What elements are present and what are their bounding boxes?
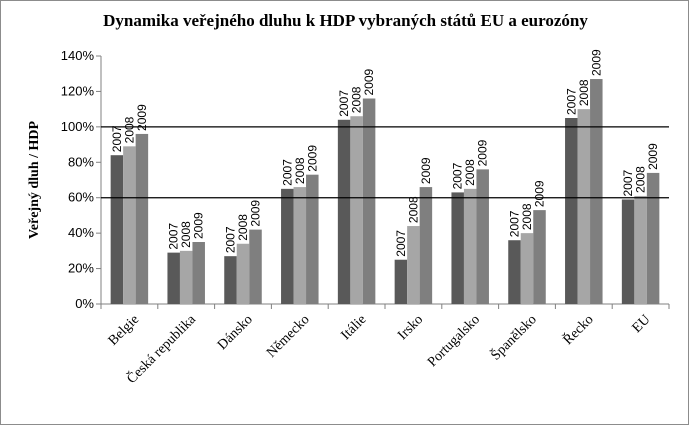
bar [306,174,319,304]
x-tick-label: Belgie [106,312,142,348]
x-tick-label: Itálie [338,312,369,343]
data-label: 2008 [406,196,420,223]
bar [110,155,124,304]
data-label: 2007 [167,223,181,250]
data-label: 2008 [179,221,193,248]
data-label: 2009 [589,49,603,76]
data-label: 2009 [533,180,547,207]
data-label: 2007 [564,88,578,115]
data-label: 2008 [122,116,136,143]
bar [565,118,578,304]
data-label: 2008 [520,203,534,230]
data-label: 2009 [419,157,433,184]
data-label: 2009 [192,212,206,239]
data-label: 2008 [463,159,477,186]
data-label: 2009 [249,200,263,227]
bar [407,226,420,304]
bar [590,79,603,305]
data-label: 2007 [508,210,522,237]
bar [123,146,136,304]
bar [394,259,408,304]
bar [646,172,660,304]
bar [419,187,433,304]
data-label: 2007 [621,169,635,196]
bar [533,210,546,304]
x-tick-label: Řecko [559,311,596,348]
y-axis-label: Veřejný dluh / HDP [27,121,42,240]
y-tick-label: 100% [61,119,95,134]
data-label: 2008 [634,166,648,193]
bar [293,187,307,304]
bar [249,229,262,304]
data-label: 2009 [476,139,490,166]
bar [224,256,237,304]
data-label: 2009 [135,104,149,131]
data-label: 2007 [110,125,124,152]
bar [167,252,180,304]
bar [192,242,205,304]
x-tick-label: EU [630,312,654,336]
y-tick-label: 140% [61,48,95,63]
data-label: 2007 [224,226,238,253]
x-tick-label: Irsko [395,312,426,343]
data-label: 2008 [577,79,591,106]
x-tick-label: Španělsko [487,311,540,364]
bar [476,169,489,304]
bar [135,133,149,304]
chart-title: Dynamika veřejného dluhu k HDP vybraných… [103,11,588,30]
data-label: 2009 [305,145,319,172]
bar [508,240,521,304]
x-tick-label: Německo [264,312,313,361]
data-label: 2007 [337,90,351,117]
y-tick-label: 60% [68,190,94,205]
bar [281,188,294,304]
bar [634,195,647,304]
data-label: 2009 [646,143,660,170]
data-label: 2009 [362,68,376,95]
bar [362,98,376,304]
y-tick-label: 80% [68,154,94,169]
x-tick-label: Portugalsko [425,312,483,370]
data-label: 2007 [394,230,408,257]
bar [621,199,635,304]
x-tick-label: Dánsko [215,312,256,353]
bar [463,188,477,304]
y-tick-label: 40% [68,225,94,240]
bar [350,116,363,304]
data-label: 2007 [280,159,294,186]
y-tick-label: 0% [75,296,94,311]
bar [179,250,193,304]
y-tick-label: 20% [68,261,94,276]
data-label: 2008 [293,157,307,184]
data-label: 2008 [350,86,364,113]
bar [236,243,250,304]
y-tick-label: 120% [61,83,95,98]
bar [520,233,534,304]
data-label: 2007 [451,162,465,189]
data-label: 2008 [236,214,250,241]
bar [337,119,351,305]
bar [577,109,591,305]
bar [451,192,464,304]
